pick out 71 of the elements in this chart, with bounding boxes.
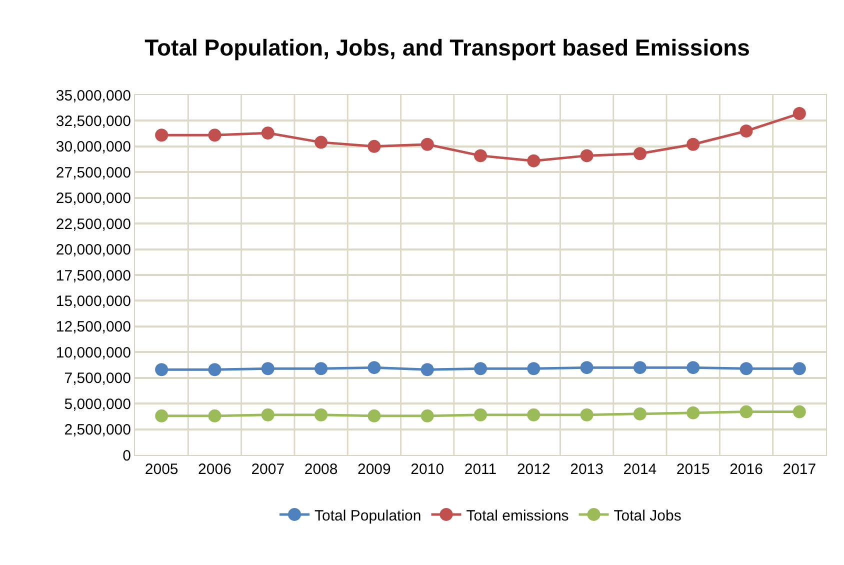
point — [261, 408, 274, 422]
point — [155, 128, 168, 142]
x-tick-label: 2005 — [144, 461, 178, 478]
legend-label: Total emissions — [466, 507, 569, 524]
point — [261, 126, 274, 140]
point — [686, 138, 700, 151]
legend-label: Total Population — [314, 507, 422, 524]
point — [633, 407, 646, 420]
y-tick-label: 15,000,000 — [56, 292, 131, 310]
point — [314, 408, 328, 422]
point — [792, 405, 806, 418]
point — [474, 408, 487, 422]
point — [474, 362, 487, 376]
y-tick-label: 0 — [122, 447, 131, 464]
x-tick-label: 2008 — [304, 461, 338, 478]
point — [633, 147, 646, 160]
y-tick-label: 30,000,000 — [56, 138, 131, 156]
point — [792, 107, 806, 120]
point — [314, 362, 328, 376]
x-tick-label: 2016 — [730, 461, 763, 478]
x-tick-label: 2011 — [464, 461, 497, 478]
x-tick-label: 2014 — [623, 461, 657, 478]
y-tick-label: 35,000,000 — [56, 87, 131, 104]
point — [155, 409, 168, 422]
point — [792, 362, 806, 376]
point — [580, 361, 594, 374]
y-tick-label: 20,000,000 — [56, 242, 131, 259]
y-tick-label: 2,500,000 — [64, 422, 131, 439]
point — [633, 361, 646, 374]
point — [314, 136, 328, 149]
point — [208, 409, 222, 422]
y-tick-label: 7,500,000 — [64, 370, 131, 388]
y-tick-label: 27,500,000 — [56, 164, 131, 182]
y-tick-label: 17,500,000 — [56, 267, 131, 284]
point — [420, 138, 434, 151]
x-tick-label: 2012 — [516, 461, 550, 478]
x-tick-label: 2009 — [358, 461, 391, 478]
chart-title: Total Population, Jobs, and Transport based Emissions — [144, 34, 750, 61]
point — [368, 361, 381, 374]
x-tick-label: 2006 — [198, 461, 232, 478]
point — [527, 362, 540, 376]
x-tick-label: 2013 — [570, 461, 604, 478]
point — [580, 149, 594, 162]
x-tick-label: 2015 — [676, 461, 710, 478]
point — [527, 408, 540, 422]
point — [208, 128, 222, 142]
x-tick-label: 2007 — [251, 461, 285, 478]
y-tick-label: 12,500,000 — [56, 318, 131, 336]
x-tick-label: 2017 — [782, 461, 816, 478]
y-tick-label: 22,500,000 — [56, 216, 131, 233]
point — [208, 363, 222, 376]
point — [261, 362, 274, 376]
point — [368, 409, 381, 422]
point — [368, 140, 381, 153]
y-tick-label: 25,000,000 — [56, 190, 131, 208]
point — [420, 363, 434, 376]
x-tick-label: 2010 — [410, 461, 444, 478]
point — [686, 361, 700, 374]
point — [155, 363, 168, 376]
y-tick-label: 10,000,000 — [56, 344, 131, 362]
point — [580, 408, 594, 422]
legend-label: Total Jobs — [614, 507, 682, 524]
point — [474, 149, 487, 162]
y-tick-label: 5,000,000 — [64, 396, 131, 413]
point — [740, 362, 753, 376]
point — [740, 124, 753, 138]
y-tick-label: 32,500,000 — [56, 112, 131, 130]
point — [527, 154, 540, 168]
point — [686, 406, 700, 420]
point — [420, 409, 434, 422]
point — [740, 405, 753, 418]
